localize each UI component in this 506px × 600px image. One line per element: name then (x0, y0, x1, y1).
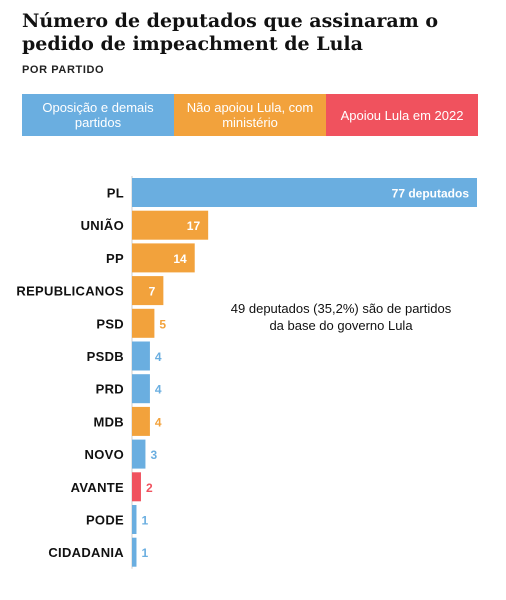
category-label: NOVO (85, 447, 124, 462)
bar (132, 472, 141, 502)
bar (132, 341, 150, 371)
bar (132, 505, 137, 534)
value-label: 1 (141, 546, 148, 560)
category-label: CIDADANIA (48, 545, 124, 560)
value-label: 7 (149, 285, 156, 299)
category-label: PODE (86, 513, 124, 528)
category-label: PSD (96, 316, 124, 331)
value-label: 4 (155, 350, 162, 364)
legend-item-apoiou: Apoiou Lula em 2022 (326, 94, 478, 136)
bar (132, 374, 150, 404)
bar (132, 178, 477, 207)
category-label: REPUBLICANOS (16, 284, 124, 299)
bar (132, 406, 150, 436)
value-label: 77 deputados (392, 187, 470, 201)
bar (132, 308, 155, 338)
bar (132, 439, 146, 469)
bar (132, 537, 137, 567)
value-label: 14 (173, 252, 187, 266)
value-label: 3 (150, 448, 157, 462)
category-label: AVANTE (71, 480, 124, 495)
value-label: 5 (159, 317, 166, 331)
chart-title: Número de deputados que assinaram o pedi… (22, 10, 439, 55)
category-label: MDB (93, 414, 124, 429)
category-label: UNIÃO (81, 218, 124, 233)
category-label: PL (107, 186, 124, 201)
bar (132, 243, 195, 273)
value-label: 4 (155, 383, 162, 397)
legend-item-ministerio: Não apoiou Lula, com ministério (174, 94, 326, 136)
value-label: 4 (155, 415, 162, 429)
category-label: PP (106, 251, 124, 266)
value-label: 17 (187, 219, 201, 233)
chart-subtitle: POR PARTIDO (22, 64, 105, 76)
value-label: 1 (141, 514, 148, 528)
legend: Oposição e demais partidos Não apoiou Lu… (22, 94, 478, 136)
category-label: PSDB (87, 349, 124, 364)
value-label: 2 (146, 481, 153, 495)
legend-item-oposicao: Oposição e demais partidos (22, 94, 174, 136)
bar (132, 276, 164, 306)
bar (132, 210, 209, 240)
annotation-text: 49 deputados (35,2%) são de partidos da … (230, 301, 452, 333)
category-label: PRD (96, 382, 124, 397)
